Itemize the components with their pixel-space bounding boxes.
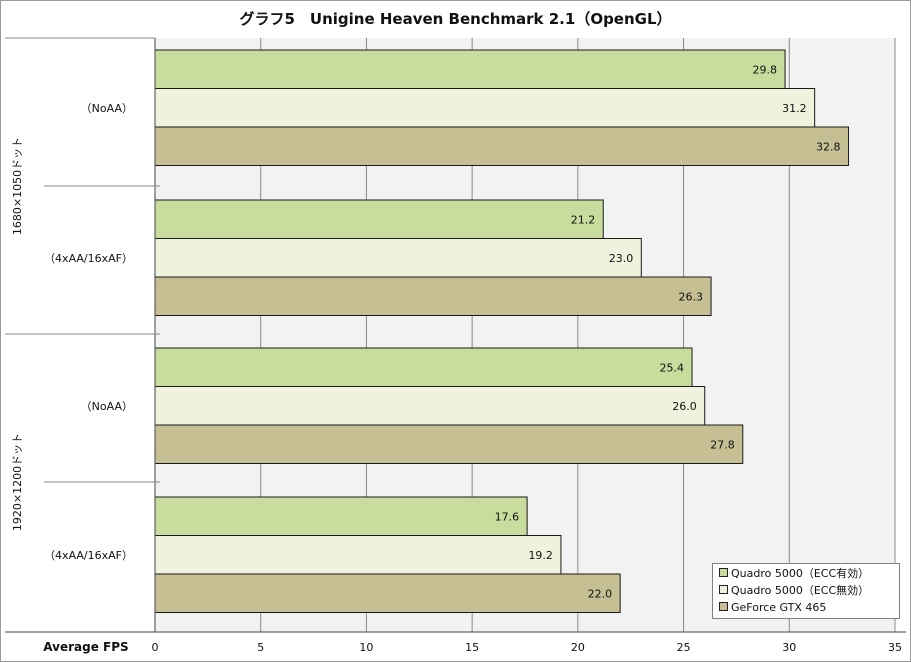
category-label: （4xAA/16xAF）: [44, 549, 133, 562]
data-label: 25.4: [660, 361, 685, 374]
data-label: 31.2: [782, 102, 807, 115]
x-tick-label: 20: [571, 641, 585, 654]
legend-item: Quadro 5000（ECC有効）: [719, 566, 869, 582]
legend-swatch: [719, 602, 728, 611]
bar: [154, 535, 562, 575]
x-axis-label: Average FPS: [43, 640, 128, 654]
legend-item: Quadro 5000（ECC無効）: [719, 583, 869, 599]
chart-legend: Quadro 5000（ECC有効） Quadro 5000（ECC無効） Ge…: [712, 563, 900, 619]
data-label: 27.8: [710, 438, 735, 451]
data-label: 17.6: [495, 510, 520, 523]
chart-title: グラフ5 Unigine Heaven Benchmark 2.1（OpenGL…: [239, 10, 672, 28]
data-label: 32.8: [816, 140, 841, 153]
data-label: 26.0: [672, 400, 697, 413]
legend-swatch: [719, 585, 728, 594]
legend-label: GeForce GTX 465: [731, 601, 827, 614]
x-tick-label: 25: [677, 641, 691, 654]
x-tick-label: 0: [152, 641, 159, 654]
data-label: 19.2: [528, 549, 553, 562]
x-tick-label: 15: [465, 641, 479, 654]
category-label: （4xAA/16xAF）: [44, 252, 133, 265]
data-label: 29.8: [753, 63, 778, 76]
bar: [154, 126, 849, 166]
bar: [154, 386, 706, 426]
bar: [154, 276, 712, 316]
bar: [154, 49, 786, 89]
bar: [154, 424, 744, 464]
data-label: 23.0: [609, 252, 634, 265]
bar: [154, 573, 621, 613]
legend-label: Quadro 5000（ECC有効）: [731, 567, 870, 580]
data-label: 21.2: [571, 213, 596, 226]
x-tick-label: 10: [359, 641, 373, 654]
bar: [154, 199, 604, 239]
x-tick-label: 35: [888, 641, 902, 654]
bar: [154, 347, 693, 387]
category-label: （NoAA）: [81, 400, 133, 413]
bar: [154, 238, 642, 278]
legend-swatch: [719, 568, 728, 577]
group-label: 1680×1050ドット: [11, 137, 24, 235]
bar: [154, 88, 816, 128]
data-label: 22.0: [588, 587, 613, 600]
category-label: （NoAA）: [81, 102, 133, 115]
bar: [154, 496, 528, 536]
x-tick-label: 5: [257, 641, 264, 654]
x-tick-label: 30: [782, 641, 796, 654]
data-label: 26.3: [679, 290, 704, 303]
legend-item: GeForce GTX 465: [719, 600, 826, 616]
legend-label: Quadro 5000（ECC無効）: [731, 584, 870, 597]
group-label: 1920×1200ドット: [11, 433, 24, 531]
